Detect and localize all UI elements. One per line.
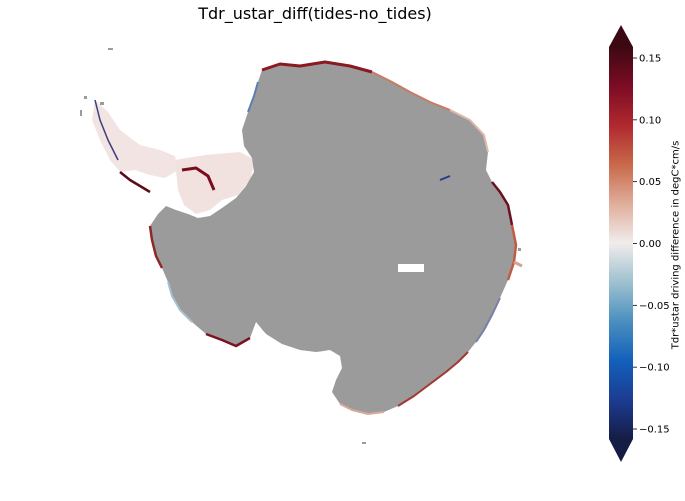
inland-patch: [398, 264, 424, 272]
colorbar-ticks: 0.15 0.10 0.05 0.00 −0.05 −0.10 −0.15: [633, 54, 670, 436]
islands: [80, 48, 521, 444]
colorbar-tick-label: 0.05: [639, 177, 661, 188]
colorbar-tick-label: 0.15: [639, 54, 661, 65]
colorbar-tick-label: −0.15: [639, 425, 670, 436]
peninsula-shelf: [92, 100, 178, 178]
colorbar-body: [609, 47, 633, 439]
colorbar-extend-bottom: [609, 439, 633, 462]
colorbar-tick-label: −0.10: [639, 363, 670, 374]
colorbar-tick-label: 0.10: [639, 115, 661, 126]
colorbar-tick-label: 0.00: [639, 239, 661, 250]
colorbar-label: Tdr*ustar driving difference in degC*cm/…: [670, 140, 682, 350]
antarctica-landmass: [150, 62, 516, 414]
colorbar: [609, 25, 633, 462]
colorbar-tick-label: −0.05: [639, 301, 670, 312]
colorbar-extend-top: [609, 25, 633, 47]
coastal-anomalies: [94, 60, 523, 415]
map-title: Tdr_ustar_diff(tides-no_tides): [198, 4, 432, 23]
